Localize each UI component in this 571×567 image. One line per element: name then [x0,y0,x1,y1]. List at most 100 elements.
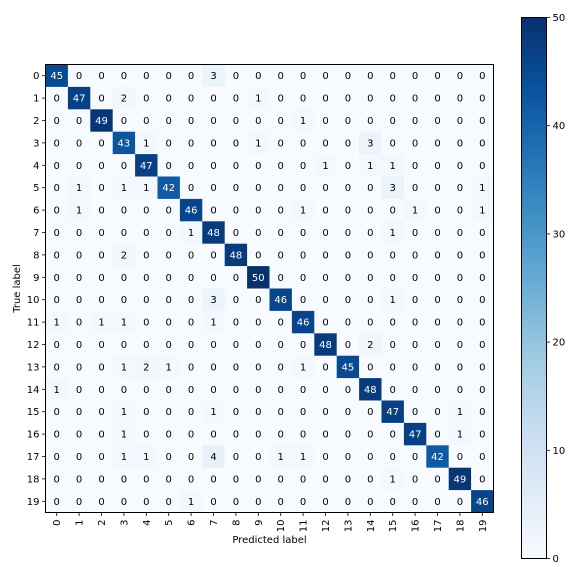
heatmap-cell [336,422,360,446]
heatmap-cell [157,310,181,334]
heatmap-cell [135,467,158,491]
cell-value-label: 0 [98,138,104,149]
heatmap-cell [314,198,337,222]
y-tick-label: 8 [33,250,39,261]
cell-value-label: 0 [166,250,172,261]
heatmap-cell [112,490,136,513]
y-tick-label: 4 [33,161,39,172]
cell-value-label: 0 [434,407,440,418]
heatmap-cell [314,355,337,379]
heatmap-cell [403,445,427,468]
heatmap-cell [471,333,494,356]
heatmap-cell [291,422,315,446]
cell-value-label: 0 [166,116,172,127]
heatmap-cell [202,109,225,132]
heatmap-cell [112,310,136,334]
heatmap-cell [112,109,136,132]
heatmap-cell [179,467,203,491]
cell-value-label: 0 [76,161,82,172]
cell-value-label: 0 [479,452,485,463]
heatmap-cell [471,400,494,424]
y-tick-label: 10 [27,295,40,306]
heatmap-cell [314,445,337,468]
cell-value-label: 0 [322,250,328,261]
heatmap-cell [112,467,136,491]
cell-value-label: 0 [434,206,440,217]
heatmap-cell [45,333,69,356]
y-tick-label: 17 [27,452,40,463]
cell-value-label: 47 [73,94,86,105]
cell-value-label: 0 [322,430,328,441]
cell-value-label: 0 [345,161,351,172]
cell-value-label: 0 [54,497,60,508]
cell-value-label: 1 [255,138,261,149]
cell-value-label: 0 [255,183,261,194]
cell-value-label: 0 [412,183,418,194]
heatmap-cell [403,467,427,491]
cell-value-label: 0 [233,183,239,194]
y-tick-label: 3 [33,138,39,149]
heatmap-cell [90,400,113,424]
heatmap-cell [67,422,91,446]
cell-value-label: 0 [188,385,194,396]
cell-value-label: 0 [166,138,172,149]
cell-value-label: 0 [188,340,194,351]
heatmap-cell [471,243,494,267]
heatmap-cell [157,490,181,513]
heatmap-cell [359,243,382,267]
x-tick-label: 18 [455,520,466,533]
heatmap-cell [90,154,113,177]
cell-value-label: 0 [367,206,373,217]
cell-value-label: 0 [233,138,239,149]
heatmap-cell [135,310,158,334]
heatmap-cell [67,378,91,401]
cell-value-label: 1 [76,206,82,217]
heatmap-cell [45,490,69,513]
cell-value-label: 0 [76,407,82,418]
heatmap-cell [314,310,337,334]
cell-value-label: 0 [54,430,60,441]
cell-value-label: 0 [121,228,127,239]
heatmap-cell [247,355,270,379]
heatmap-cell [224,378,248,401]
heatmap-cell [157,422,181,446]
heatmap-cell [314,221,337,244]
cell-value-label: 46 [274,295,287,306]
heatmap-cell [247,333,270,356]
cell-value-label: 0 [166,161,172,172]
cell-value-label: 0 [233,228,239,239]
cell-value-label: 0 [54,250,60,261]
heatmap-cell [179,109,203,132]
colorbar-tick-label: 40 [553,121,566,132]
cell-value-label: 0 [479,318,485,329]
cell-value-label: 0 [412,385,418,396]
cell-value-label: 0 [300,295,306,306]
cell-value-label: 0 [434,116,440,127]
heatmap-cell [448,378,472,401]
heatmap-cell [336,176,360,200]
heatmap-cell [381,109,405,132]
cell-value-label: 0 [98,407,104,418]
heatmap-cell [269,64,293,88]
cell-value-label: 42 [162,183,175,194]
cell-value-label: 1 [54,318,60,329]
y-tick-label: 14 [27,385,40,396]
cell-value-label: 0 [143,385,149,396]
cell-value-label: 0 [322,138,328,149]
heatmap-cell [224,333,248,356]
cell-value-label: 0 [255,430,261,441]
cell-value-label: 1 [457,430,463,441]
heatmap-cell [381,64,405,88]
heatmap-cell [269,131,293,155]
heatmap-cell [202,221,225,244]
cell-value-label: 0 [188,362,194,373]
cell-value-label: 1 [54,385,60,396]
colorbar-tick-label: 30 [553,229,566,240]
cell-value-label: 0 [434,318,440,329]
cell-value-label: 1 [479,183,485,194]
cell-value-label: 0 [479,138,485,149]
cell-value-label: 0 [54,138,60,149]
cell-value-label: 0 [457,161,463,172]
heatmap-cell [90,176,113,200]
